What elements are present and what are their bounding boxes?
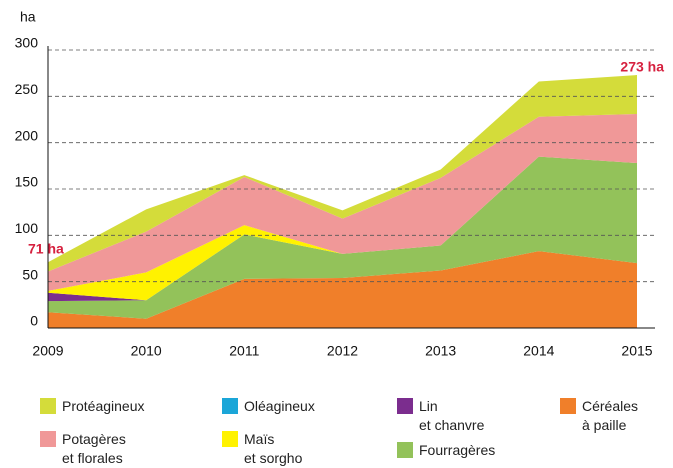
legend-label: Protéagineux	[62, 398, 145, 414]
x-tick-label: 2012	[327, 343, 358, 359]
legend-swatch	[222, 431, 238, 447]
legend-swatch	[40, 431, 56, 447]
legend-swatch	[397, 442, 413, 458]
legend-swatch	[397, 398, 413, 414]
x-tick-label: 2013	[425, 343, 456, 359]
legend-label: Céréales à paille	[582, 398, 639, 433]
legend-swatch	[222, 398, 238, 414]
y-axis-label: ha	[20, 9, 36, 25]
y-tick-label: 50	[22, 266, 38, 282]
legend-label: Maïs et sorgho	[244, 431, 303, 466]
area	[48, 156, 637, 319]
y-tick-label: 100	[15, 220, 39, 236]
x-tick-label: 2011	[229, 343, 259, 359]
x-tick-label: 2010	[131, 343, 162, 359]
area	[48, 156, 637, 301]
x-tick-label: 2015	[621, 343, 652, 359]
legend-label: Oléagineux	[244, 398, 315, 414]
legend-swatch	[40, 398, 56, 414]
legend-label: Lin et chanvre	[419, 398, 485, 433]
legend-label: Potagères et florales	[62, 431, 126, 466]
x-tick-label: 2009	[32, 343, 63, 359]
y-tick-label: 150	[15, 174, 39, 190]
annotation: 273 ha	[620, 59, 664, 75]
area	[48, 75, 637, 272]
annotation: 71 ha	[28, 241, 64, 257]
area	[48, 113, 637, 291]
y-tick-label: 200	[15, 127, 39, 143]
chart: ha 0 50 100 150 200 250 300 2009 2010 2011 2012 201…	[15, 9, 665, 359]
y-tick-label: 0	[30, 313, 38, 329]
legend-swatch	[560, 398, 576, 414]
y-tick-label: 300	[15, 35, 39, 51]
y-tick-label: 250	[15, 81, 39, 97]
legend-label: Fourragères	[419, 442, 496, 458]
area	[48, 251, 637, 328]
x-tick-label: 2014	[523, 343, 554, 359]
